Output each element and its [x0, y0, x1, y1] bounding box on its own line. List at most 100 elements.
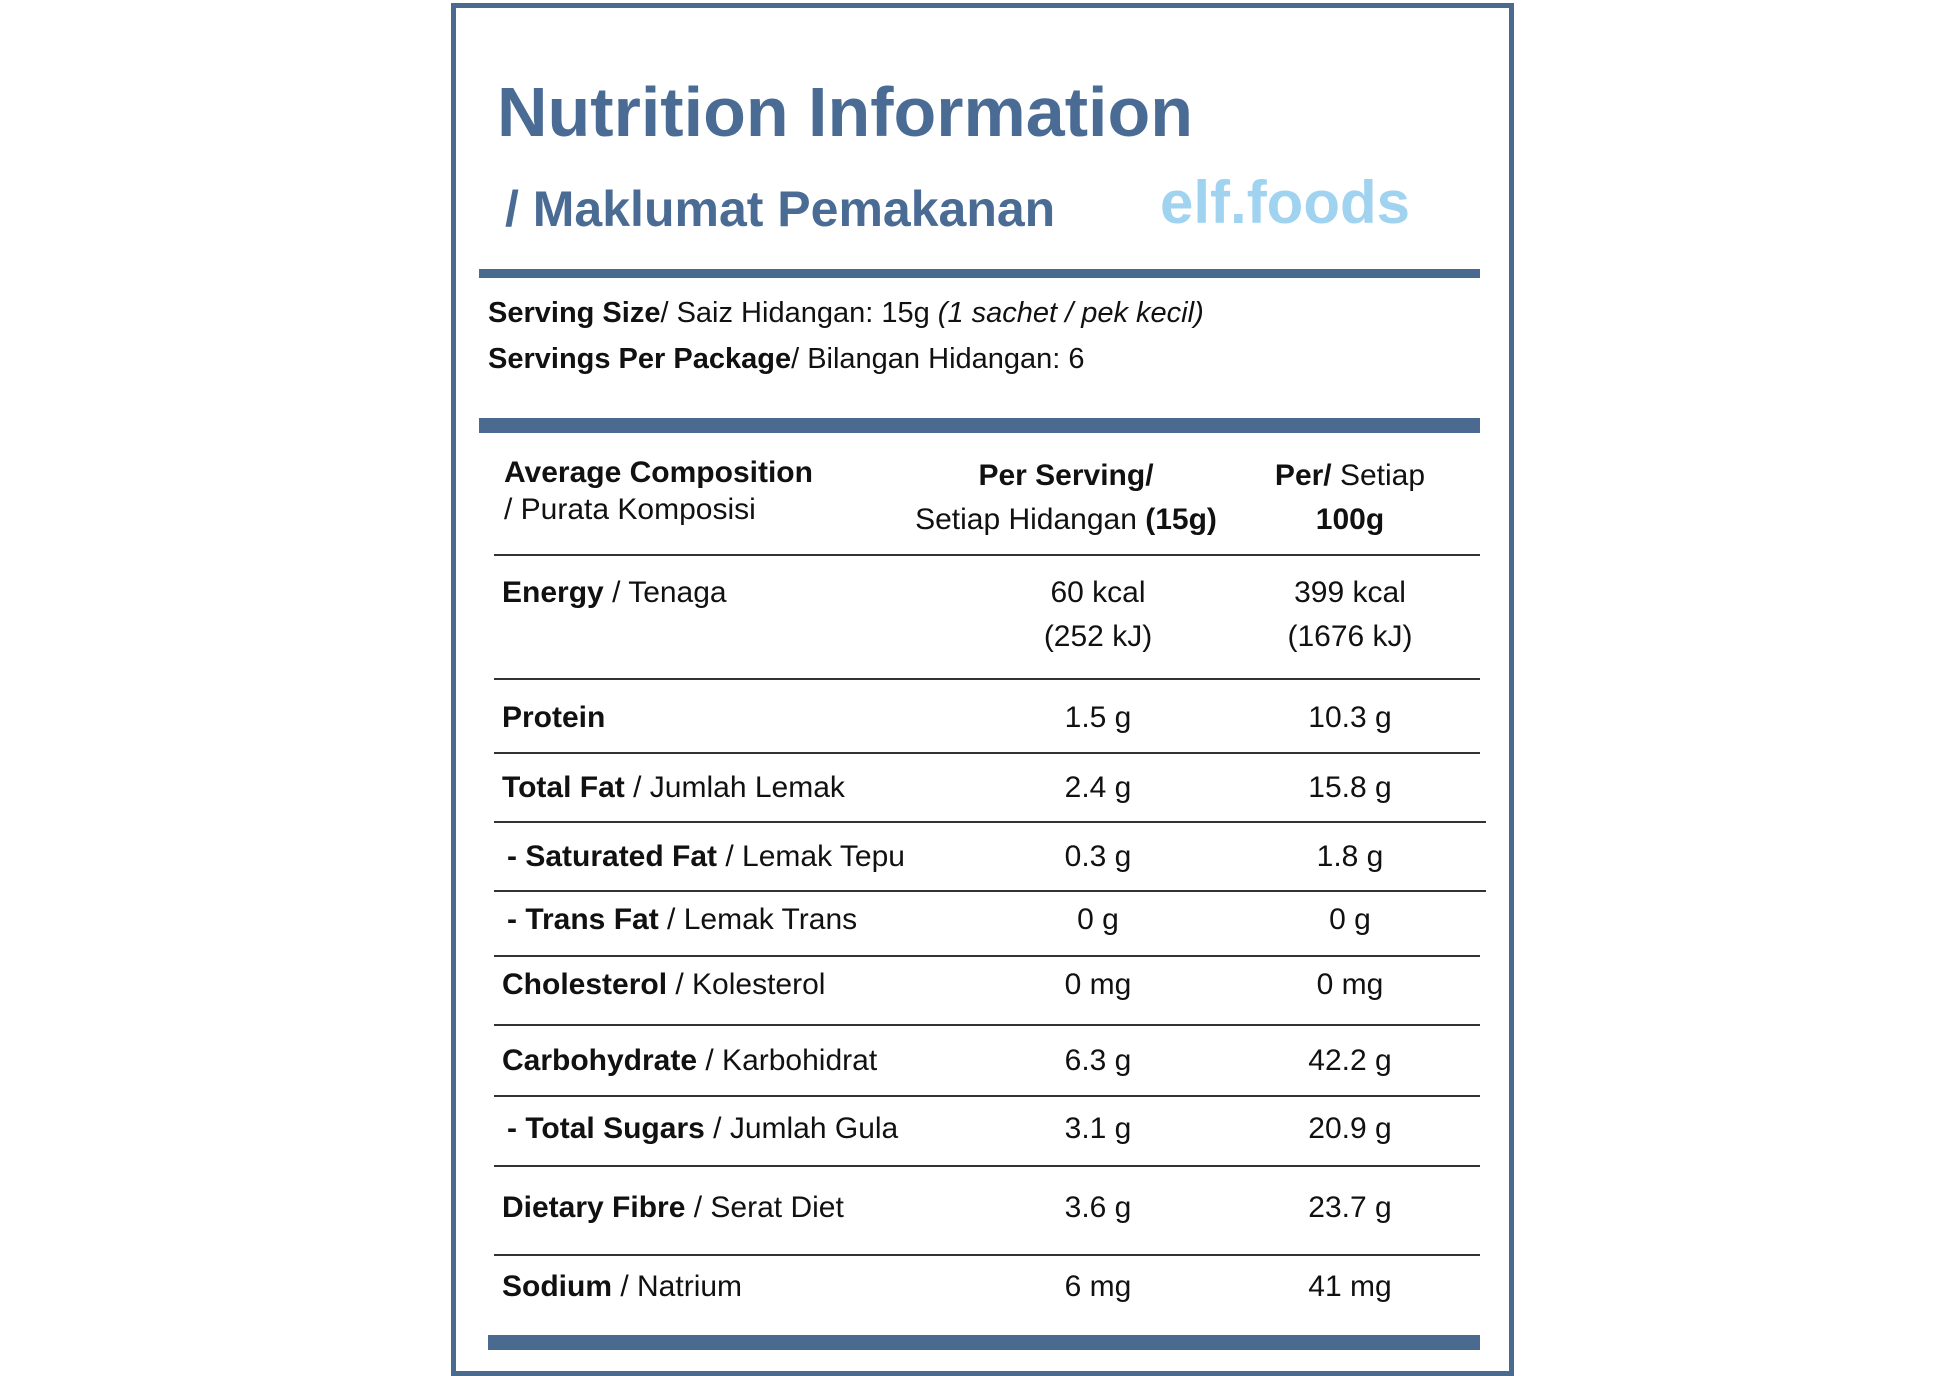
- value: (1676 kJ): [1287, 620, 1413, 653]
- value-cell: 6 mg: [1065, 1265, 1132, 1309]
- value-cell: 20.9 g: [1308, 1107, 1391, 1151]
- value-cell: 42.2 g: [1308, 1039, 1391, 1083]
- label: Setiap Hidangan: [915, 503, 1137, 536]
- value-cell: 1.5 g: [1065, 696, 1132, 740]
- nutrient-local: / Tenaga: [612, 576, 727, 609]
- row-label: - Trans Fat / Lemak Trans: [507, 905, 857, 935]
- value: 399 kcal: [1294, 576, 1406, 609]
- label: / Purata Komposisi: [504, 493, 756, 526]
- value: 15.8 g: [1308, 771, 1392, 804]
- servings-per-package: Servings Per Package/ Bilangan Hidangan:…: [488, 345, 1085, 374]
- subtitle: / Maklumat Pemakanan: [505, 181, 1056, 237]
- label: Average Composition: [504, 456, 813, 489]
- value: 23.7 g: [1308, 1191, 1392, 1224]
- divider: [488, 1335, 1480, 1350]
- label: Servings Per Package: [488, 343, 792, 375]
- row-rule: [494, 752, 1480, 754]
- value: 3.6 g: [1064, 1191, 1132, 1224]
- value-cell: 60 kcal (252 kJ): [1044, 571, 1152, 659]
- value: 6 mg: [1064, 1270, 1132, 1303]
- nutrient-local: / Serat Diet: [693, 1191, 844, 1224]
- nutrient: - Trans Fat: [507, 903, 659, 936]
- text: / Bilangan Hidangan: 6: [791, 343, 1085, 375]
- nutrient: Protein: [502, 701, 606, 734]
- frame: [451, 3, 1514, 1376]
- nutrient-local: / Lemak Trans: [667, 903, 858, 936]
- value: 20.9 g: [1308, 1112, 1392, 1145]
- value: (252 kJ): [1043, 620, 1153, 653]
- value: 60 kcal: [1050, 576, 1146, 609]
- value-cell: 15.8 g: [1308, 766, 1391, 810]
- divider: [479, 418, 1480, 433]
- brand: elf.foods: [1160, 169, 1410, 236]
- divider: [479, 269, 1480, 278]
- row-rule: [494, 955, 1480, 957]
- label: 100g: [1315, 503, 1385, 536]
- header-composition: Average Composition / Purata Komposisi: [504, 458, 813, 532]
- row-rule: [494, 1095, 1480, 1097]
- value-cell: 0.3 g: [1065, 835, 1132, 879]
- nutrient-local: / Jumlah Lemak: [633, 771, 845, 804]
- value: 41 mg: [1308, 1270, 1392, 1303]
- value-cell: 23.7 g: [1308, 1186, 1391, 1230]
- row-rule: [494, 821, 1486, 823]
- nutrient-local: / Natrium: [620, 1270, 743, 1303]
- label: (15g): [1145, 503, 1217, 536]
- row-label: Total Fat / Jumlah Lemak: [502, 773, 845, 803]
- row-rule: [494, 1165, 1480, 1167]
- value: 0 mg: [1316, 968, 1384, 1001]
- nutrient-local: / Kolesterol: [675, 968, 826, 1001]
- value-cell: 3.1 g: [1065, 1107, 1132, 1151]
- value-cell: 0 g: [1329, 898, 1371, 942]
- row-rule: [494, 678, 1480, 680]
- value: 0 mg: [1064, 968, 1132, 1001]
- value: 10.3 g: [1308, 701, 1392, 734]
- nutrient: Total Fat: [502, 771, 625, 804]
- row-label: Carbohydrate / Karbohidrat: [502, 1046, 877, 1076]
- value: 0.3 g: [1064, 840, 1132, 873]
- nutrient: - Total Sugars: [507, 1112, 705, 1145]
- value-cell: 3.6 g: [1065, 1186, 1132, 1230]
- row-rule: [494, 1024, 1480, 1026]
- value: 1.8 g: [1316, 840, 1384, 873]
- text: / Saiz Hidangan: 15g: [660, 297, 930, 329]
- value-cell: 0 mg: [1065, 963, 1132, 1007]
- row-label: Energy / Tenaga: [502, 578, 727, 608]
- value-cell: 399 kcal (1676 kJ): [1287, 571, 1412, 659]
- header-per-100g: Per/ Setiap 100g: [1275, 454, 1425, 542]
- value-cell: 2.4 g: [1065, 766, 1132, 810]
- value: 42.2 g: [1308, 1044, 1392, 1077]
- row-rule: [494, 554, 1480, 556]
- nutrient: Cholesterol: [502, 968, 668, 1001]
- label: Setiap: [1339, 459, 1426, 492]
- value: 0 g: [1329, 903, 1371, 936]
- value: 1.5 g: [1064, 701, 1132, 734]
- row-label: - Saturated Fat / Lemak Tepu: [507, 842, 905, 872]
- value-cell: 6.3 g: [1065, 1039, 1132, 1083]
- value-cell: 41 mg: [1308, 1265, 1391, 1309]
- title: Nutrition Information: [497, 73, 1194, 151]
- value-cell: 0 mg: [1317, 963, 1384, 1007]
- value: 3.1 g: [1064, 1112, 1132, 1145]
- row-rule: [494, 890, 1486, 892]
- row-label: - Total Sugars / Jumlah Gula: [507, 1114, 898, 1144]
- label: Per/: [1274, 459, 1332, 492]
- value-cell: 10.3 g: [1308, 696, 1391, 740]
- note: (1 sachet / pek kecil): [937, 297, 1204, 329]
- row-label: Protein: [502, 703, 605, 733]
- header-per-serving: Per Serving/Setiap Hidangan (15g): [915, 454, 1217, 542]
- row-label: Dietary Fibre / Serat Diet: [502, 1193, 844, 1223]
- row-label: Cholesterol / Kolesterol: [502, 970, 825, 1000]
- nutrient-local: / Jumlah Gula: [713, 1112, 899, 1145]
- nutrient: Dietary Fibre: [502, 1191, 686, 1224]
- label: Per Serving/: [978, 459, 1154, 492]
- nutrient: Carbohydrate: [502, 1044, 698, 1077]
- value: 6.3 g: [1064, 1044, 1132, 1077]
- row-rule: [494, 1254, 1480, 1256]
- nutrient: - Saturated Fat: [507, 840, 718, 873]
- serving-size: Serving Size/ Saiz Hidangan: 15g (1 sach…: [488, 299, 1204, 328]
- nutrient-local: / Lemak Tepu: [725, 840, 905, 873]
- value: 0 g: [1077, 903, 1119, 936]
- value: 2.4 g: [1064, 771, 1132, 804]
